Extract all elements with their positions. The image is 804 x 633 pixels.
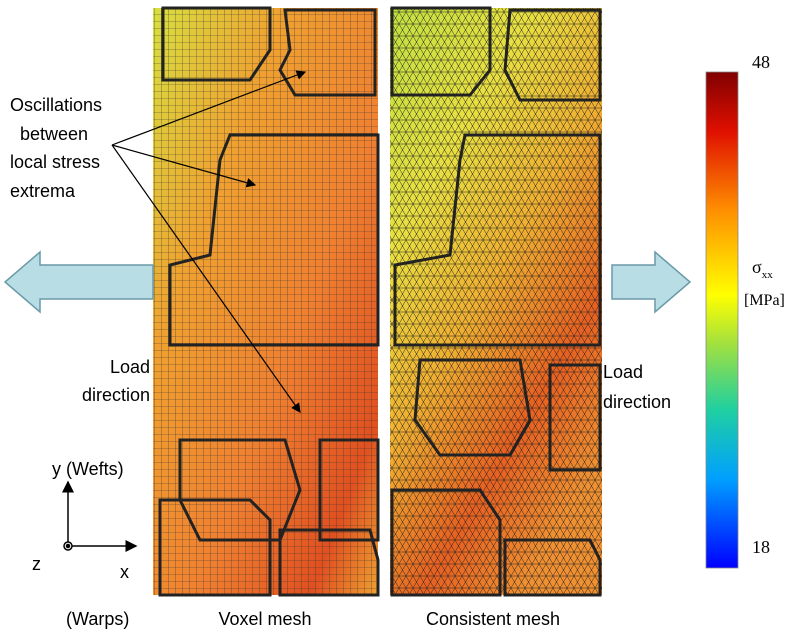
annotation: Oscillations: [10, 95, 102, 115]
load-arrow-left: [3, 250, 154, 314]
voxel-mesh: [153, 6, 380, 597]
colorbar-label: σxx: [752, 257, 773, 281]
colorbar-max: 48: [752, 52, 770, 72]
annotation: local stress: [10, 152, 100, 172]
load-arrow-right: [611, 250, 692, 314]
load-label: direction: [82, 385, 150, 405]
caption: Voxel mesh: [218, 609, 311, 629]
symbol: σ: [752, 257, 762, 277]
load-label: Load: [110, 357, 150, 377]
load-label: Load: [603, 362, 643, 382]
coordinate-axes: [62, 480, 138, 552]
annotation: between: [20, 124, 88, 144]
colorbar: [705, 71, 739, 569]
colorbar-min: 18: [752, 537, 770, 557]
axis-label: (Warps): [66, 609, 129, 629]
axis-label: z: [32, 554, 41, 574]
consistent-mesh: [390, 6, 602, 597]
axis-label: y (Wefts): [52, 459, 124, 479]
caption: Consistent mesh: [426, 609, 560, 629]
annotation: extrema: [10, 181, 76, 201]
colorbar-unit: [MPa]: [744, 292, 785, 309]
load-label: direction: [603, 392, 671, 412]
annotation-arrows: [111, 70, 307, 413]
axis-label: x: [120, 562, 129, 582]
subscript: xx: [762, 269, 774, 281]
